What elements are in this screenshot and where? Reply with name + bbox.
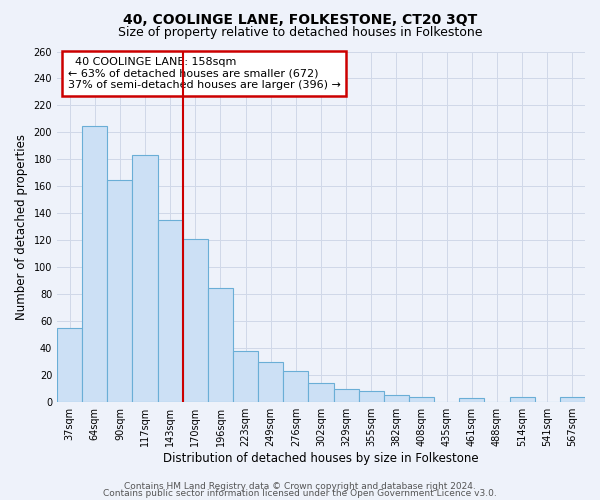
Bar <box>57 328 82 402</box>
Bar <box>359 392 384 402</box>
Bar <box>258 362 283 402</box>
Bar <box>459 398 484 402</box>
Bar <box>334 388 359 402</box>
Bar <box>183 239 208 402</box>
Bar <box>509 397 535 402</box>
Bar <box>133 156 158 402</box>
Bar <box>384 396 409 402</box>
Text: Size of property relative to detached houses in Folkestone: Size of property relative to detached ho… <box>118 26 482 39</box>
Bar <box>560 397 585 402</box>
Text: 40 COOLINGE LANE: 158sqm
← 63% of detached houses are smaller (672)
37% of semi-: 40 COOLINGE LANE: 158sqm ← 63% of detach… <box>68 57 340 90</box>
Bar <box>308 384 334 402</box>
Bar <box>233 351 258 402</box>
Y-axis label: Number of detached properties: Number of detached properties <box>15 134 28 320</box>
Text: Contains public sector information licensed under the Open Government Licence v3: Contains public sector information licen… <box>103 489 497 498</box>
Bar <box>158 220 183 402</box>
X-axis label: Distribution of detached houses by size in Folkestone: Distribution of detached houses by size … <box>163 452 479 465</box>
Bar <box>82 126 107 402</box>
Text: Contains HM Land Registry data © Crown copyright and database right 2024.: Contains HM Land Registry data © Crown c… <box>124 482 476 491</box>
Bar <box>409 397 434 402</box>
Text: 40, COOLINGE LANE, FOLKESTONE, CT20 3QT: 40, COOLINGE LANE, FOLKESTONE, CT20 3QT <box>123 12 477 26</box>
Bar <box>208 288 233 402</box>
Bar <box>283 371 308 402</box>
Bar <box>107 180 133 402</box>
